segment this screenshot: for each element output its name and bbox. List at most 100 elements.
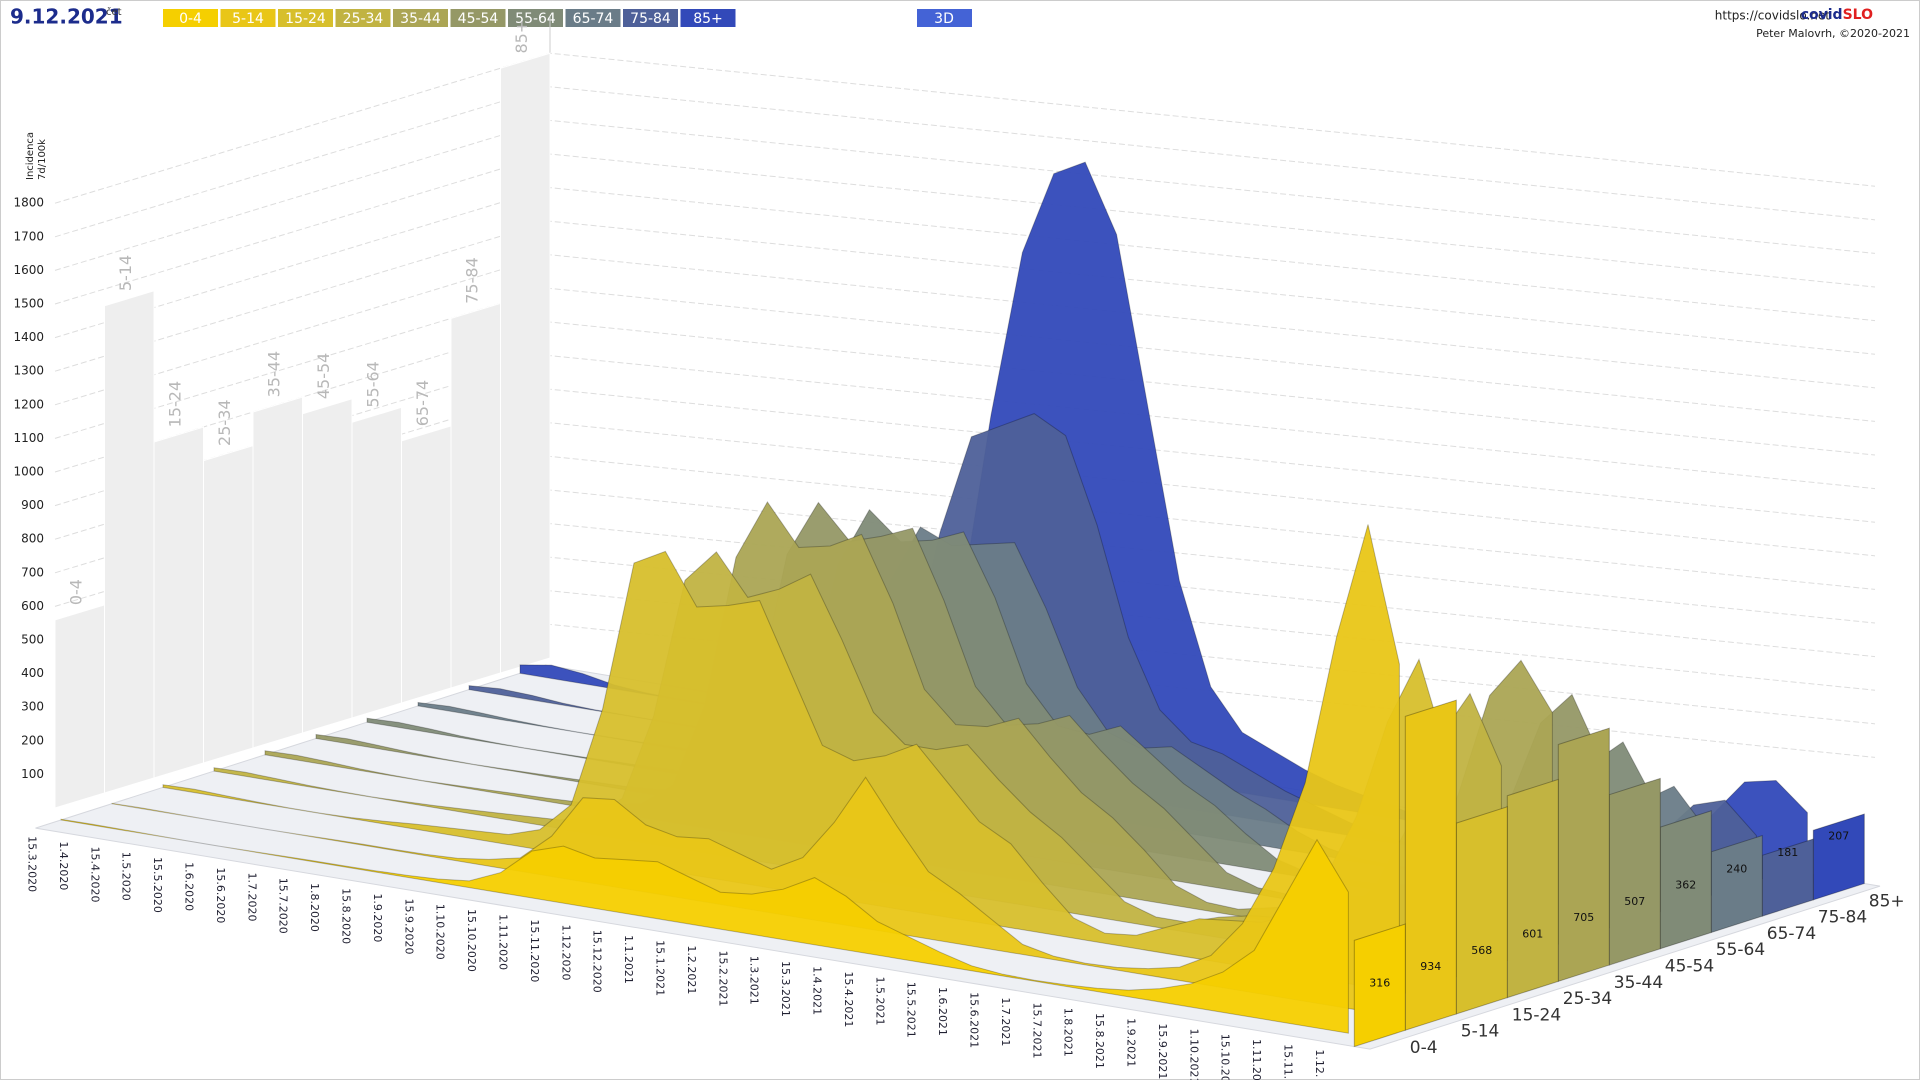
legend-label[interactable]: 85+ <box>693 11 723 27</box>
x-tick-label: 1.8.2021 <box>1062 1008 1075 1057</box>
x-tick-label: 15.10.2020 <box>465 909 478 972</box>
wall-label: 75-84 <box>463 257 482 304</box>
y-tick-label: 800 <box>21 532 44 546</box>
legend-item[interactable]: 5-14 <box>220 9 276 27</box>
weekday: čet <box>106 6 122 18</box>
y-tick-label: 400 <box>21 666 44 680</box>
mode-button-label[interactable]: 3D <box>934 11 954 27</box>
end-cap <box>1404 699 1457 1031</box>
age-label: 55-64 <box>1716 940 1765 960</box>
x-tick-label: 1.7.2020 <box>245 873 258 922</box>
wall-label: 35-44 <box>265 351 284 398</box>
wall-label: 0-4 <box>67 579 86 605</box>
x-tick-label: 1.6.2021 <box>936 987 949 1036</box>
legend-label[interactable]: 75-84 <box>630 11 671 27</box>
x-tick-label: 1.5.2021 <box>873 977 886 1026</box>
x-tick-label: 15.5.2021 <box>905 982 918 1038</box>
date: 9.12.2021 <box>10 5 123 29</box>
legend-item[interactable]: 65-74 <box>565 9 621 27</box>
y-label: 7d/100k <box>37 139 48 180</box>
legend-swatch[interactable] <box>278 9 333 27</box>
x-tick-label: 15.7.2021 <box>1030 1003 1043 1059</box>
cap-value: 316 <box>1369 976 1390 989</box>
legend-swatch[interactable] <box>623 9 678 27</box>
wall-label: 65-74 <box>413 380 432 427</box>
wall-silhouette <box>351 406 402 719</box>
x-tick-label: 15.6.2021 <box>968 992 981 1048</box>
y-tick-label: 1600 <box>13 263 44 277</box>
y-tick-label: 900 <box>21 498 44 512</box>
wall-label: 15-24 <box>166 381 185 428</box>
legend-item[interactable]: 75-84 <box>623 9 678 27</box>
wall-label: 45-54 <box>314 353 333 400</box>
y-tick-label: 1000 <box>13 465 44 479</box>
legend-label[interactable]: 25-34 <box>343 11 384 27</box>
logo: covidSLO <box>1801 7 1873 23</box>
legend-swatch[interactable] <box>335 9 391 27</box>
legend-swatch[interactable] <box>680 9 736 27</box>
x-tick-label: 15.3.2020 <box>26 836 39 892</box>
wall-silhouette <box>252 396 303 749</box>
wall-silhouette <box>153 426 204 779</box>
x-tick-label: 15.11.2020 <box>528 919 541 982</box>
legend-item[interactable]: 45-54 <box>450 9 506 27</box>
legend-swatch[interactable] <box>163 9 218 27</box>
legend-label[interactable]: 55-64 <box>515 11 556 27</box>
x-tick-label: 15.2.2021 <box>716 951 729 1007</box>
legend-label[interactable]: 15-24 <box>285 11 326 27</box>
x-tick-label: 1.5.2020 <box>120 852 133 901</box>
legend-swatch[interactable] <box>565 9 621 27</box>
legend-label[interactable]: 35-44 <box>400 11 441 27</box>
legend-item[interactable]: 55-64 <box>508 9 563 27</box>
age-label: 85+ <box>1869 891 1905 911</box>
wall-silhouette <box>302 398 353 734</box>
author: Peter Malovrh, ©2020-2021 <box>1756 27 1910 40</box>
mode-button-bg[interactable] <box>917 9 972 27</box>
y-tick-label: 300 <box>21 700 44 714</box>
wall-silhouette <box>500 52 551 674</box>
x-tick-label: 15.5.2020 <box>151 857 164 913</box>
y-tick-label: 1700 <box>13 229 44 243</box>
age-label: 25-34 <box>1563 989 1612 1009</box>
legend-swatch[interactable] <box>393 9 448 27</box>
x-tick-label: 15.10.2021 <box>1219 1034 1232 1080</box>
y-tick-label: 100 <box>21 767 44 781</box>
x-tick-label: 15.9.2020 <box>402 899 415 955</box>
y-label: Incidenca <box>25 132 36 180</box>
legend-label[interactable]: 65-74 <box>573 11 614 27</box>
legend-label[interactable]: 0-4 <box>179 11 202 27</box>
wall-silhouette <box>104 290 155 794</box>
legend-item[interactable]: 85+ <box>680 9 736 27</box>
x-tick-label: 1.7.2021 <box>999 997 1012 1046</box>
x-tick-label: 1.10.2020 <box>434 904 447 960</box>
legend-item[interactable]: 35-44 <box>393 9 448 27</box>
legend-swatch[interactable] <box>220 9 276 27</box>
x-tick-label: 15.8.2021 <box>1093 1013 1106 1069</box>
end-cap <box>1608 777 1661 966</box>
cap-value: 601 <box>1522 928 1543 941</box>
end-cap <box>1710 834 1763 934</box>
x-tick-label: 15.8.2020 <box>340 888 353 944</box>
legend-item[interactable]: 25-34 <box>335 9 391 27</box>
wall-silhouette <box>401 425 452 704</box>
ridge <box>60 818 1349 1034</box>
mode-button[interactable]: 3D <box>917 9 972 27</box>
age-label: 15-24 <box>1512 1005 1561 1025</box>
x-tick-label: 1.2.2021 <box>685 945 698 994</box>
x-tick-label: 15.11. <box>1282 1044 1295 1079</box>
y-tick-label: 1800 <box>13 196 44 210</box>
x-tick-label: 15.3.2021 <box>779 961 792 1017</box>
wall-silhouette <box>203 444 254 764</box>
end-cap <box>1353 923 1406 1048</box>
wall-label: 55-64 <box>364 361 383 408</box>
legend-swatch[interactable] <box>508 9 563 27</box>
legend-label[interactable]: 5-14 <box>232 11 264 27</box>
legend-swatch[interactable] <box>450 9 506 27</box>
url: https://covidslo.net <box>1715 9 1831 23</box>
x-tick-label: 1.9.2021 <box>1125 1018 1138 1067</box>
legend-item[interactable]: 0-4 <box>163 9 218 27</box>
legend-label[interactable]: 45-54 <box>458 11 499 27</box>
legend-item[interactable]: 15-24 <box>278 9 333 27</box>
age-label: 45-54 <box>1665 957 1714 977</box>
